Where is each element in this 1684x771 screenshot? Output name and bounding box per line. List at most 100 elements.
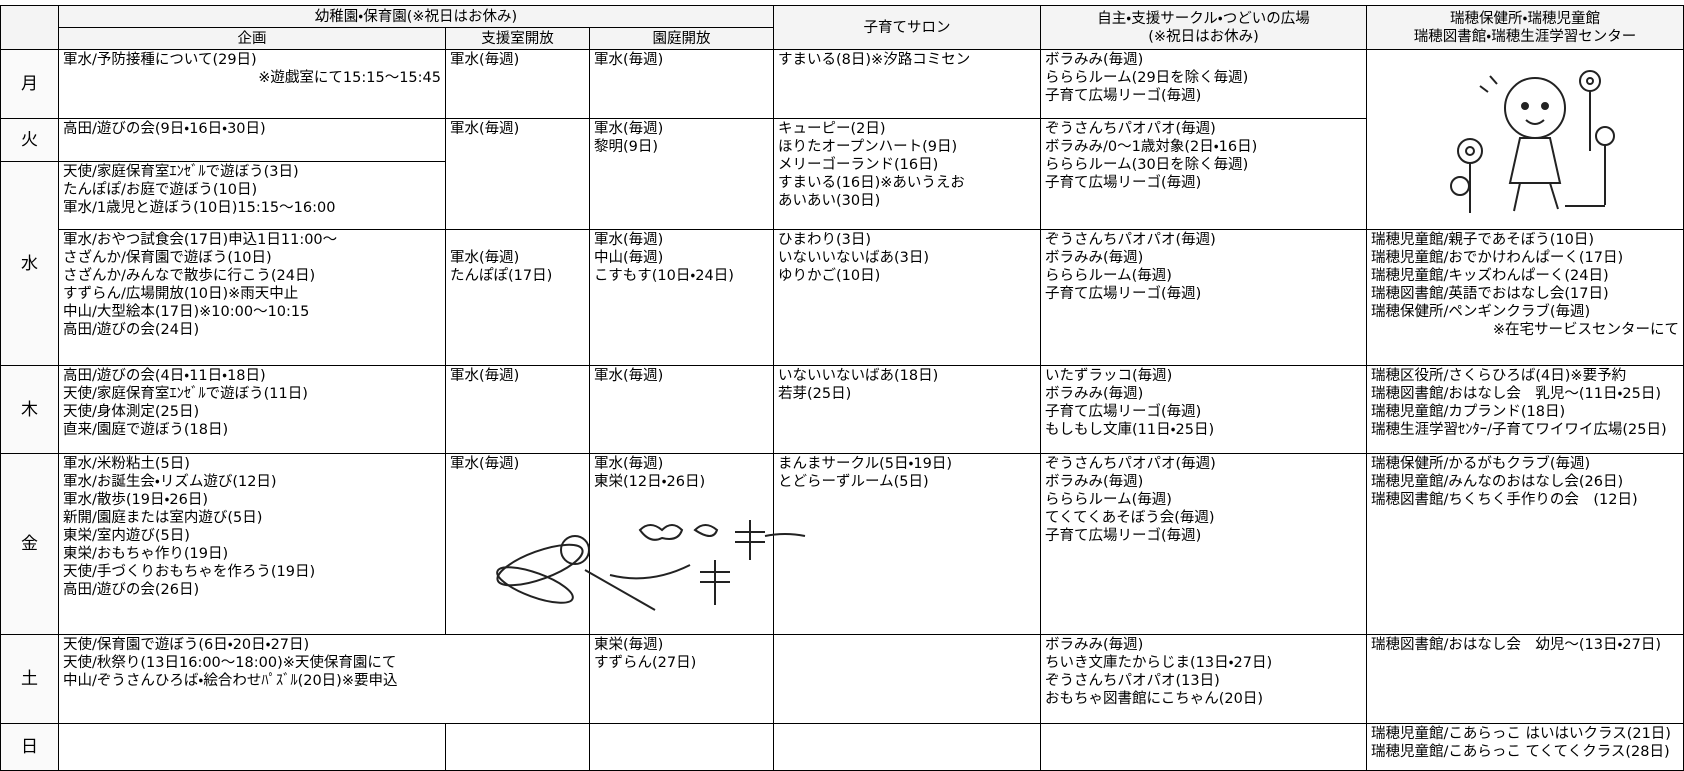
cell-line: らららルーム(毎週) <box>1045 492 1172 508</box>
cell-line: 軍水(毎週) <box>594 232 664 248</box>
cell-line: 黎明(9日) <box>594 139 659 155</box>
cell-line: 軍水/お誕生会・リズム遊び(12日) <box>63 474 277 490</box>
schedule-cell: キューピー(2日) ほりたオープンハート(9日) メリーゴーランド(16日) すまいる… <box>773 118 1041 230</box>
cell-line: いないいないばあ(18日) <box>778 368 939 384</box>
cell-line: 子育て広場リーゴ(毎週) <box>1045 528 1202 544</box>
schedule-cell: 瑞穂図書館/おはなし会 幼児～(13日・27日) <box>1366 634 1684 724</box>
cell-line: いたずラッコ(毎週) <box>1045 368 1173 384</box>
cell-line: 瑞穂区役所/さくらひろば(4日)※要予約 <box>1371 368 1627 384</box>
cell-line: 子育て広場リーゴ(毎週) <box>1045 88 1202 104</box>
cell-line: 園庭開放 <box>652 30 711 47</box>
cell-line: 高田/遊びの会(4日・11日・18日) <box>63 368 266 384</box>
schedule-cell: 軍水(毎週) たんぽぽ(17日) <box>445 229 590 366</box>
cell-line: らららルーム(30日を除く毎週) <box>1045 157 1249 173</box>
cell-line: 瑞穂保健所/ペンギンクラブ(毎週) <box>1371 304 1591 320</box>
cell-line: 天使/家庭保育室ｴﾝｾﾞﾙで遊ぼう(11日) <box>63 386 308 402</box>
cell-line: 高田/遊びの会(9日・16日・30日) <box>63 121 266 137</box>
cell-line: 子育てサロン <box>863 19 951 36</box>
schedule-cell: 軍水(毎週) 黎明(9日) <box>589 118 774 230</box>
cell-line: 軍水(毎週) <box>594 52 664 68</box>
cell-line: 軍水/予防接種について(29日) <box>63 52 257 68</box>
header-mizuho: 瑞穂保健所・瑞穂児童館 瑞穂図書館・瑞穂生涯学習センター <box>1366 5 1684 50</box>
schedule-cell: 瑞穂保健所/かるがもクラブ(毎週) 瑞穂児童館/みんなのおはなし会(26日) 瑞穂図… <box>1366 453 1684 635</box>
cell-line: すずらん(27日) <box>594 655 697 671</box>
cell-line: 東栄(12日・26日) <box>594 474 706 490</box>
schedule-cell: 瑞穂区役所/さくらひろば(4日)※要予約瑞穂図書館/おはなし会 乳児～(11日・… <box>1366 365 1684 454</box>
cell-line: こすもす(10日・24日) <box>594 268 734 284</box>
cell-line: 瑞穂児童館/こあらっこ てくてくクラス(28日) <box>1371 744 1670 760</box>
schedule-cell: すまいる(8日)※汐路コミセン <box>773 49 1041 119</box>
cell-line: たんぽぽ/お庭で遊ぼう(10日) <box>63 182 258 198</box>
day-cell: 日 <box>0 723 59 771</box>
header-entei: 園庭開放 <box>589 27 774 50</box>
cell-line: ちいき文庫たからじま(13日・27日) <box>1045 655 1273 671</box>
cell-line: 軍水(毎週) <box>450 52 520 68</box>
schedule-cell <box>1366 49 1684 230</box>
cell-line: ぞうさんちパオパオ(毎週) <box>1045 456 1216 472</box>
schedule-cell: まんまサークル(5日・19日) とどらーずルーム(5日) <box>773 453 1041 635</box>
schedule-cell: 瑞穂児童館/親子であそぼう(10日) 瑞穂児童館/おでかけわんぱーく(17日) 瑞穂… <box>1366 229 1684 366</box>
schedule-cell: 軍水/予防接種について(29日) ※遊戯室にて15:15～15:45 <box>58 49 446 119</box>
schedule-cell: 天使/保育園で遊ぼう(6日・20日・27日) 天使/秋祭り(13日16:00～18… <box>58 634 590 724</box>
header-shien: 支援室開放 <box>445 27 590 50</box>
cell-line: 軍水(毎週) <box>594 368 664 384</box>
cell-line: 瑞穂児童館/カプランド(18日) <box>1371 404 1566 420</box>
cell-line: 若芽(25日) <box>778 386 852 402</box>
cell-line: 軍水/1歳児と遊ぼう(10日)15:15～16:00 <box>63 200 336 216</box>
cell-line: 天使/身体測定(25日) <box>63 404 200 420</box>
cell-line: 天使/家庭保育室ｴﾝｾﾞﾙで遊ぼう(3日) <box>63 164 299 180</box>
day-cell: 火 <box>0 118 59 162</box>
schedule-cell: 軍水(毎週) <box>445 453 590 635</box>
schedule-cell <box>1040 723 1367 771</box>
schedule-cell: 軍水(毎週) <box>589 49 774 119</box>
cell-line: まんまサークル(5日・19日) <box>778 456 952 472</box>
schedule-cell <box>58 723 446 771</box>
cell-line: 瑞穂図書館/おはなし会 幼児～(13日・27日) <box>1371 637 1662 653</box>
schedule-cell: 瑞穂児童館/こあらっこ はいはいクラス(21日) 瑞穂児童館/こあらっこ てくてく… <box>1366 723 1684 771</box>
schedule-cell: 軍水(毎週) <box>589 365 774 454</box>
cell-line: 軍水(毎週) <box>594 456 664 472</box>
cell-line: 高田/遊びの会(24日) <box>63 322 200 338</box>
schedule-cell: ぞうさんちパオパオ(毎週) ボラみみ/0～1歳対象(2日・16日) らららルーム(3… <box>1040 118 1367 230</box>
cell-line: さざんか/みんなで散歩に行こう(24日) <box>63 268 316 284</box>
cell-line: ゆりかご(10日) <box>778 268 881 284</box>
cell-line: てくてくあそぼう会(毎週) <box>1045 510 1215 526</box>
header-jishu: 自主・支援サークル・つどいの広場 (※祝日はお休み) <box>1040 5 1367 50</box>
cell-line: 軍水(毎週) <box>450 368 520 384</box>
cell-line: おもちゃ図書館にこちゃん(20日) <box>1045 691 1263 707</box>
cell-line: 天使/保育園で遊ぼう(6日・20日・27日) <box>63 637 310 653</box>
cell-line: 軍水(毎週) <box>450 121 520 137</box>
cell-line: ぞうさんちパオパオ(毎週) <box>1045 121 1216 137</box>
header-group: 幼稚園・保育園(※祝日はお休み) <box>58 5 774 28</box>
cell-line: 軍水/おやつ試食会(17日)申込1日11:00～ <box>63 232 338 248</box>
schedule-cell: 軍水(毎週) <box>445 49 590 119</box>
cell-line: 瑞穂保健所/かるがもクラブ(毎週) <box>1371 456 1591 472</box>
cell-line: 瑞穂図書館/ちくちく手作りの会 (12日) <box>1371 492 1638 508</box>
cell-line: ぞうさんちパオパオ(13日) <box>1045 673 1220 689</box>
cell-line: あいあい(30日) <box>778 193 881 209</box>
schedule-cell: 軍水/おやつ試食会(17日)申込1日11:00～ さざんか/保育園で遊ぼう(10日… <box>58 229 446 366</box>
cell-line: 中山/ぞうさんひろば・絵合わせﾊﾟｽﾞﾙ(20日)※要申込 <box>63 673 398 689</box>
schedule-cell: 高田/遊びの会(4日・11日・18日) 天使/家庭保育室ｴﾝｾﾞﾙで遊ぼう(11日… <box>58 365 446 454</box>
cell-line: ボラみみ(毎週) <box>1045 52 1144 68</box>
cell-line: 中山(毎週) <box>594 250 664 266</box>
cell-line: 瑞穂図書館/おはなし会 乳児～(11日・25日) <box>1371 386 1662 402</box>
cell-line: すまいる(16日)※あいうえお <box>778 175 965 191</box>
schedule-cell: ボラみみ(毎週) らららルーム(29日を除く毎週) 子育て広場リーゴ(毎週) <box>1040 49 1367 119</box>
schedule-cell: ぞうさんちパオパオ(毎週) ボラみみ(毎週) らららルーム(毎週) 子育て広場リーゴ(… <box>1040 229 1367 366</box>
cell-line: 子育て広場リーゴ(毎週) <box>1045 175 1202 191</box>
cell-line: 子育て広場リーゴ(毎週) <box>1045 404 1202 420</box>
cell-line: 軍水(毎週) <box>450 250 520 266</box>
cell-line: 軍水/米粉粘土(5日) <box>63 456 190 472</box>
cell-line: らららルーム(29日を除く毎週) <box>1045 70 1249 86</box>
cell-line: らららルーム(毎週) <box>1045 268 1172 284</box>
cell-line: すずらん/広場開放(10日)※雨天中止 <box>63 286 299 302</box>
cell-line: 瑞穂児童館/親子であそぼう(10日) <box>1371 232 1595 248</box>
cell-line: 軍水(毎週) <box>594 121 664 137</box>
schedule-cell: 軍水(毎週) 中山(毎週) こすもす(10日・24日) <box>589 229 774 366</box>
cell-line: 瑞穂生涯学習ｾﾝﾀｰ/子育てワイワイ広場(25日) <box>1371 422 1667 438</box>
cell-line: 支援室開放 <box>481 30 554 47</box>
schedule-cell: 軍水(毎週) <box>445 365 590 454</box>
schedule-cell: 軍水/米粉粘土(5日) 軍水/お誕生会・リズム遊び(12日) 軍水/散歩(19日・2… <box>58 453 446 635</box>
